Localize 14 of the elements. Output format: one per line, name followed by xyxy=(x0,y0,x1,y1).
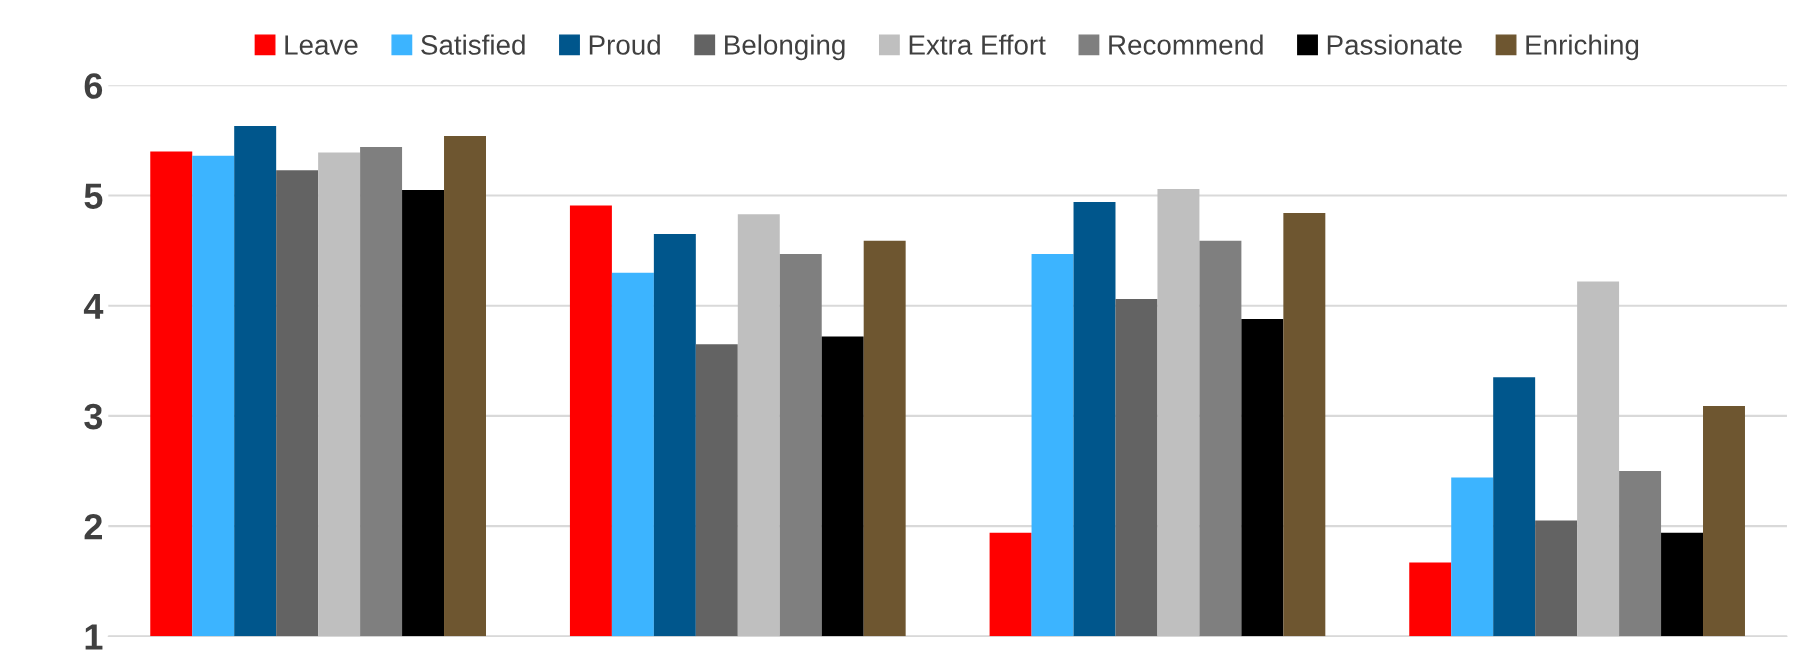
legend-label: Enriching xyxy=(1526,34,1639,61)
legend-label: Belonging xyxy=(725,34,845,61)
y-tick-label: 5 xyxy=(84,183,103,209)
legend-label: Satisfied xyxy=(421,34,525,55)
legend-label: Recommend xyxy=(1109,34,1263,55)
legend-label: Extra Effort xyxy=(909,34,1046,55)
y-tick-label: 4 xyxy=(83,293,104,319)
y-tick-label: 2 xyxy=(84,513,102,540)
y-tick-label: 3 xyxy=(84,403,103,430)
y-tick-label: 6 xyxy=(84,73,103,99)
legend-label: Passionate xyxy=(1327,34,1462,55)
legend-label: Proud xyxy=(589,34,660,55)
y-tick-label: 1 xyxy=(85,624,103,650)
legend-label: Leave xyxy=(285,35,358,55)
